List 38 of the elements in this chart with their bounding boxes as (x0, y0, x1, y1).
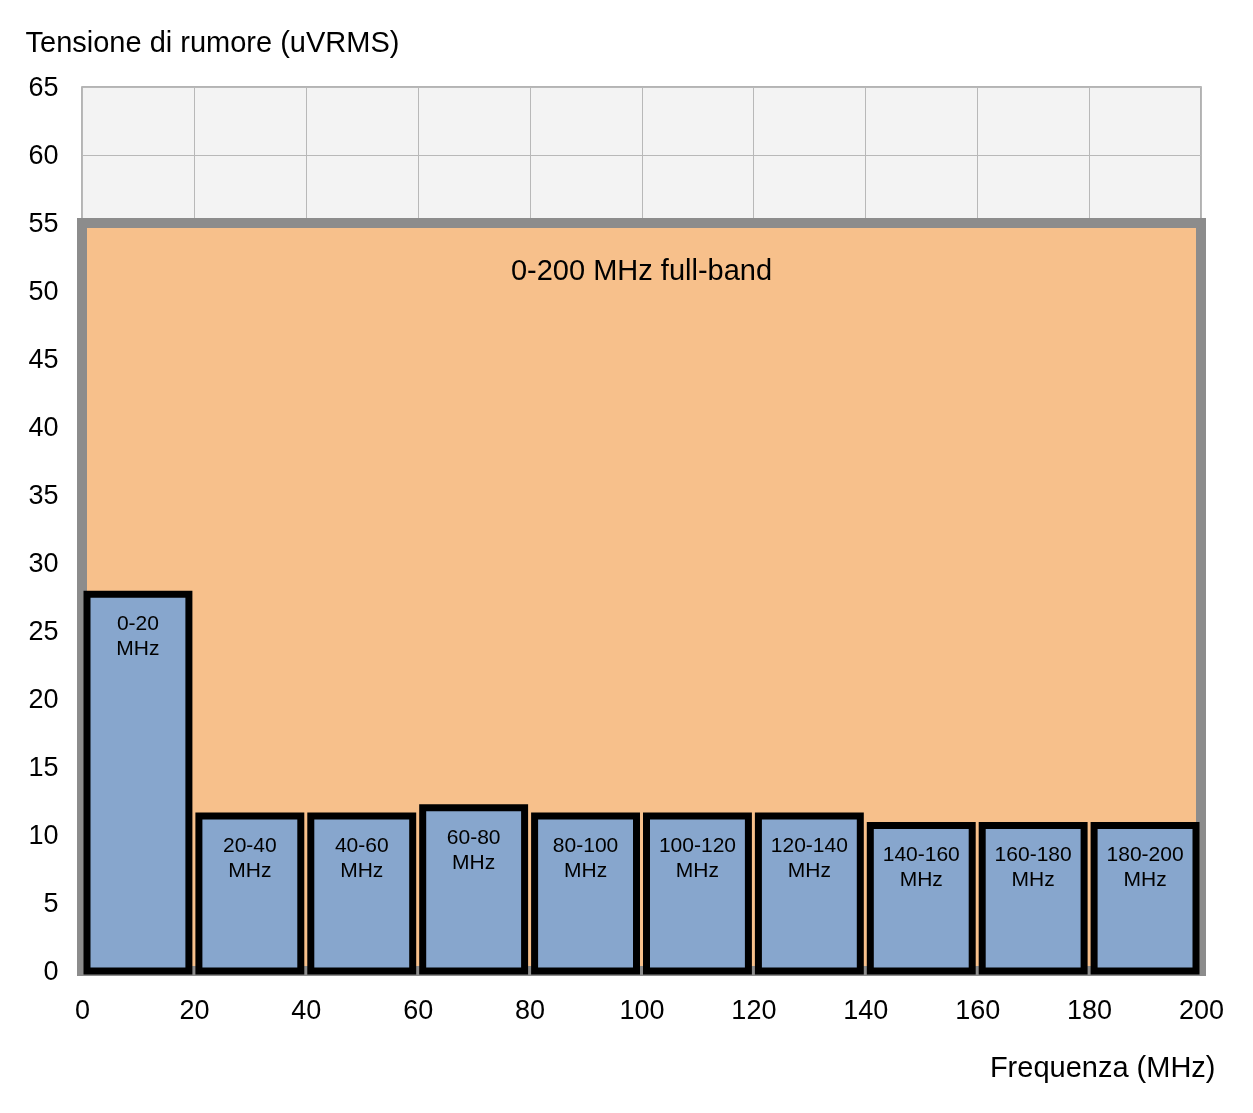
annotation: 100-120 MHz (658, 832, 736, 881)
x-tick-label: 180 (1067, 994, 1113, 1025)
x-tick-label: 140 (843, 994, 889, 1025)
y-tick-label: 0 (43, 955, 59, 986)
y-tick-label: 5 (43, 887, 59, 918)
x-tick-label: 0 (74, 994, 91, 1025)
y-axis-title: Tensione di rumore (uVRMS) (25, 25, 400, 58)
x-tick-label: 40 (291, 994, 322, 1025)
annotation: 180-200 MHz (1106, 842, 1184, 891)
y-tick-label: 40 (28, 411, 59, 442)
annotation: 80-100 MHz (552, 832, 619, 881)
annotation: 40-60 MHz (334, 832, 389, 881)
x-tick-label: 80 (515, 994, 546, 1025)
x-tick-label: 60 (403, 994, 434, 1025)
band-label: 0-200 MHz full-band (510, 254, 773, 286)
y-tick-label: 65 (28, 71, 59, 102)
annotation: 120-140 MHz (770, 832, 848, 881)
y-tick-label: 50 (28, 275, 59, 306)
y-tick-label: 15 (28, 751, 59, 782)
x-tick-label: 120 (731, 994, 777, 1025)
y-tick-label: 35 (28, 479, 59, 510)
y-tick-label: 30 (28, 547, 59, 578)
annotation: 20-40 MHz (222, 832, 277, 881)
y-tick-label: 55 (28, 207, 59, 238)
x-tick-label: 20 (179, 994, 210, 1025)
y-tick-label: 10 (28, 819, 59, 850)
annotation: 0-20 MHz (116, 611, 160, 660)
x-tick-label: 200 (1178, 994, 1225, 1025)
x-tick-label: 160 (955, 994, 1001, 1025)
x-tick-label: 100 (619, 994, 665, 1025)
x-axis-title: Frequenza (MHz) (989, 1050, 1216, 1083)
annotation: 140-160 MHz (882, 842, 960, 891)
y-tick-label: 20 (28, 683, 59, 714)
y-tick-label: 60 (28, 139, 59, 170)
annotation: 160-180 MHz (994, 842, 1072, 891)
y-tick-label: 25 (28, 615, 59, 646)
y-tick-label: 45 (28, 343, 59, 374)
annotation: 60-80 MHz (446, 824, 501, 873)
